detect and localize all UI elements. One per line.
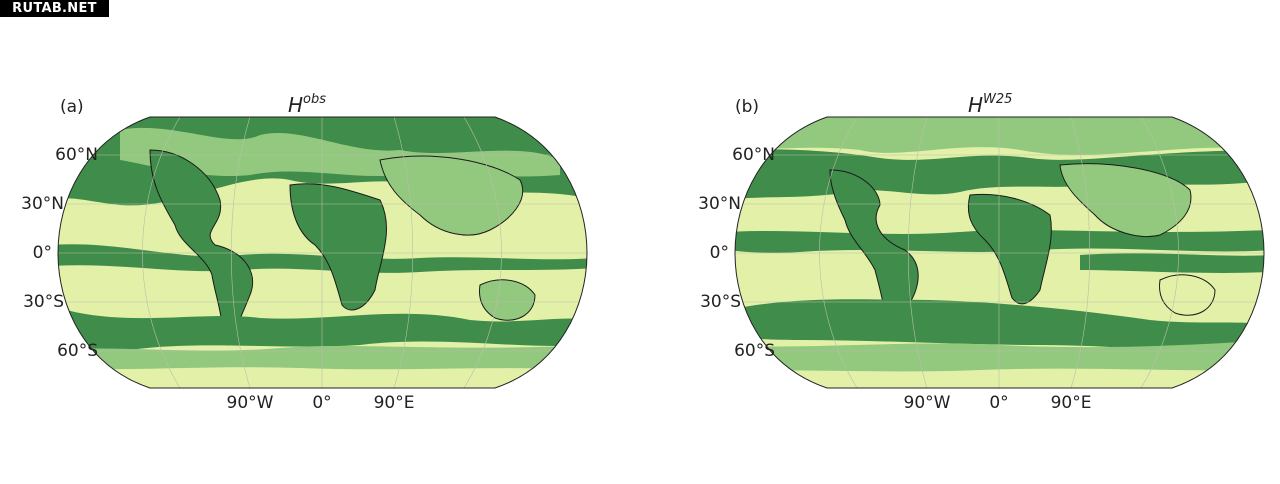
graticule xyxy=(735,117,1264,388)
lon-label-0: 0° xyxy=(989,393,1008,413)
asia-landmass xyxy=(379,155,524,236)
lon-label-90w: 90°W xyxy=(227,393,274,413)
panel-letter: (a) xyxy=(60,97,84,117)
equatorial-dark-band xyxy=(58,244,587,273)
lat-label-60n: 60°N xyxy=(55,145,98,165)
lon-label-0: 0° xyxy=(312,393,331,413)
lon-label-90e: 90°E xyxy=(374,393,415,413)
watermark-logo: RUTAB.NET xyxy=(0,0,109,17)
south-equatorial-dark-band xyxy=(1080,253,1264,273)
lat-label-60n: 60°N xyxy=(732,145,775,165)
graticule xyxy=(58,117,587,388)
map-panel-b: (b) HW25 60°N 30°N 0° 30°S 60°S 90°W 0° … xyxy=(698,92,1265,413)
panel-title: HW25 xyxy=(968,92,1012,117)
lat-label-0: 0° xyxy=(710,243,729,263)
southern-dark-band xyxy=(735,299,1264,352)
lat-label-30n: 30°N xyxy=(698,194,741,214)
australia-landmass xyxy=(479,279,536,321)
lat-label-60s: 60°S xyxy=(734,341,775,361)
lon-label-90e: 90°E xyxy=(1051,393,1092,413)
lat-label-60s: 60°S xyxy=(57,341,98,361)
lat-label-30s: 30°S xyxy=(23,292,64,312)
southern-dark-band xyxy=(58,305,587,351)
map-panel-a: (a) Hobs 60°N 30°N 0° 30°S 60°S 90°W 0° … xyxy=(21,92,588,413)
southern-mid-band xyxy=(735,340,1264,372)
arctic-mid-band xyxy=(735,117,1264,155)
africa-eurasia-landmass xyxy=(289,183,387,311)
lat-label-30s: 30°S xyxy=(700,292,741,312)
map-outline xyxy=(57,116,588,389)
panel-letter: (b) xyxy=(735,97,759,117)
map-outline xyxy=(734,116,1265,389)
panel-title: Hobs xyxy=(288,92,326,117)
lat-label-30n: 30°N xyxy=(21,194,64,214)
lat-label-0: 0° xyxy=(33,243,52,263)
lon-label-90w: 90°W xyxy=(904,393,951,413)
